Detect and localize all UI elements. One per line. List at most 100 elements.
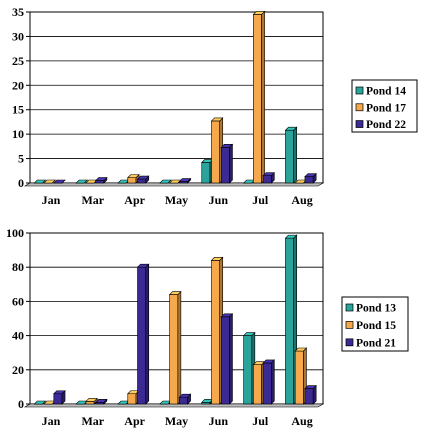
x-tick-label: Apr: [124, 414, 145, 428]
bar: [137, 266, 147, 405]
x-tick-label: Mar: [81, 193, 104, 207]
bar-top: [220, 144, 234, 148]
bar-top: [85, 398, 98, 402]
bar-top: [94, 398, 108, 403]
legend: Pond 14 Pond 17 Pond 22: [351, 79, 418, 133]
x-tick-label: Jun: [209, 414, 229, 428]
bar-top: [178, 393, 192, 398]
legend-label: Pond 14: [366, 86, 406, 98]
bar-top: [127, 174, 140, 178]
bar: [95, 180, 105, 184]
bar: [127, 393, 137, 405]
bar-top: [220, 313, 234, 318]
bar: [85, 401, 95, 405]
x-tick-label: Jul: [252, 193, 269, 207]
y-tick-label: 60: [12, 294, 24, 308]
legend-swatch: [355, 103, 364, 112]
bar-top: [252, 11, 266, 15]
bar-top: [304, 385, 317, 389]
bar: [262, 175, 272, 184]
bar: [201, 162, 211, 184]
y-tick-label: 20: [12, 78, 24, 92]
legend-label: Pond 15: [356, 320, 396, 332]
y-tick-label: 35: [12, 5, 24, 19]
legend-swatch: [345, 321, 354, 329]
bar-top: [262, 359, 276, 364]
plot-area: [29, 11, 324, 184]
bar: [127, 177, 137, 184]
bar-top: [33, 179, 47, 184]
bar: [220, 316, 230, 405]
bar-top: [284, 126, 298, 131]
legend-swatch: [355, 120, 364, 128]
bar-top: [33, 400, 47, 405]
legend-label: Pond 17: [366, 102, 406, 114]
y-tick-label: 100: [6, 226, 24, 240]
y-tick-label: 25: [12, 54, 24, 68]
bar-side: [177, 290, 182, 405]
bar: [211, 120, 221, 184]
bar-top: [53, 390, 66, 395]
bar-top: [210, 117, 224, 122]
y-tick-label: 20: [12, 363, 24, 377]
bar: [169, 294, 179, 405]
bar-top: [304, 173, 317, 177]
legend: Pond 13 Pond 15 Pond 21: [341, 296, 409, 352]
legend-label: Pond 13: [356, 303, 396, 315]
bar-top: [210, 257, 224, 261]
bar-side: [229, 313, 233, 405]
bar-side: [271, 359, 275, 405]
y-tick-label: 80: [12, 260, 24, 274]
x-tick-label: Mar: [81, 414, 104, 428]
x-tick-label: Apr: [124, 193, 145, 207]
chart-2: 0 20 40 60 80 100 Jan Mar Apr May Jun Jul Aug Pond 13…: [6, 226, 409, 428]
chart-1: 0 5 10 15 20 25 30 35 Jan Mar Apr May Jun Jul Aug Pond …: [12, 5, 418, 207]
x-tick-label: Jan: [42, 193, 61, 207]
x-tick-label: Aug: [291, 414, 312, 428]
legend-swatch: [345, 338, 354, 347]
y-tick-label: 30: [12, 29, 24, 43]
bar-top: [262, 172, 276, 176]
bar: [53, 393, 63, 405]
bar: [211, 260, 221, 405]
x-tick-label: May: [165, 414, 188, 428]
bar: [253, 14, 262, 184]
bar: [243, 335, 253, 405]
bar-top: [168, 291, 182, 295]
bar-top: [94, 177, 108, 181]
x-tick-label: Aug: [291, 193, 312, 207]
bar-top: [294, 347, 308, 352]
bar-top: [284, 234, 298, 239]
bar: [285, 129, 295, 184]
bar-side: [261, 10, 265, 184]
bar: [262, 362, 272, 405]
y-tick-label: 0: [18, 176, 24, 190]
bar: [285, 237, 295, 405]
bar-side: [145, 263, 150, 405]
y-tick-label: 40: [12, 329, 24, 343]
x-tick-label: May: [165, 193, 188, 207]
x-tick-label: Jun: [209, 193, 229, 207]
y-tick-label: 15: [12, 103, 24, 117]
bar: [294, 350, 304, 405]
legend-label: Pond 21: [356, 337, 396, 349]
legend-swatch: [345, 303, 354, 312]
bar-top: [159, 179, 172, 184]
x-tick-label: Jul: [252, 414, 269, 428]
bar-top: [43, 179, 57, 184]
chart-floor: [23, 182, 325, 187]
bar: [137, 178, 147, 184]
x-tick-label: Jan: [42, 414, 61, 428]
bar: [253, 364, 262, 405]
chart-floor: [23, 403, 325, 408]
bar-top: [242, 332, 256, 336]
bar: [304, 176, 314, 184]
bar-top: [53, 179, 66, 184]
bar-top: [136, 175, 150, 180]
bar: [179, 396, 188, 405]
bar-side: [229, 143, 233, 184]
bar-top: [75, 179, 89, 184]
y-tick-label: 5: [18, 152, 24, 166]
y-tick-label: 0: [18, 397, 24, 411]
